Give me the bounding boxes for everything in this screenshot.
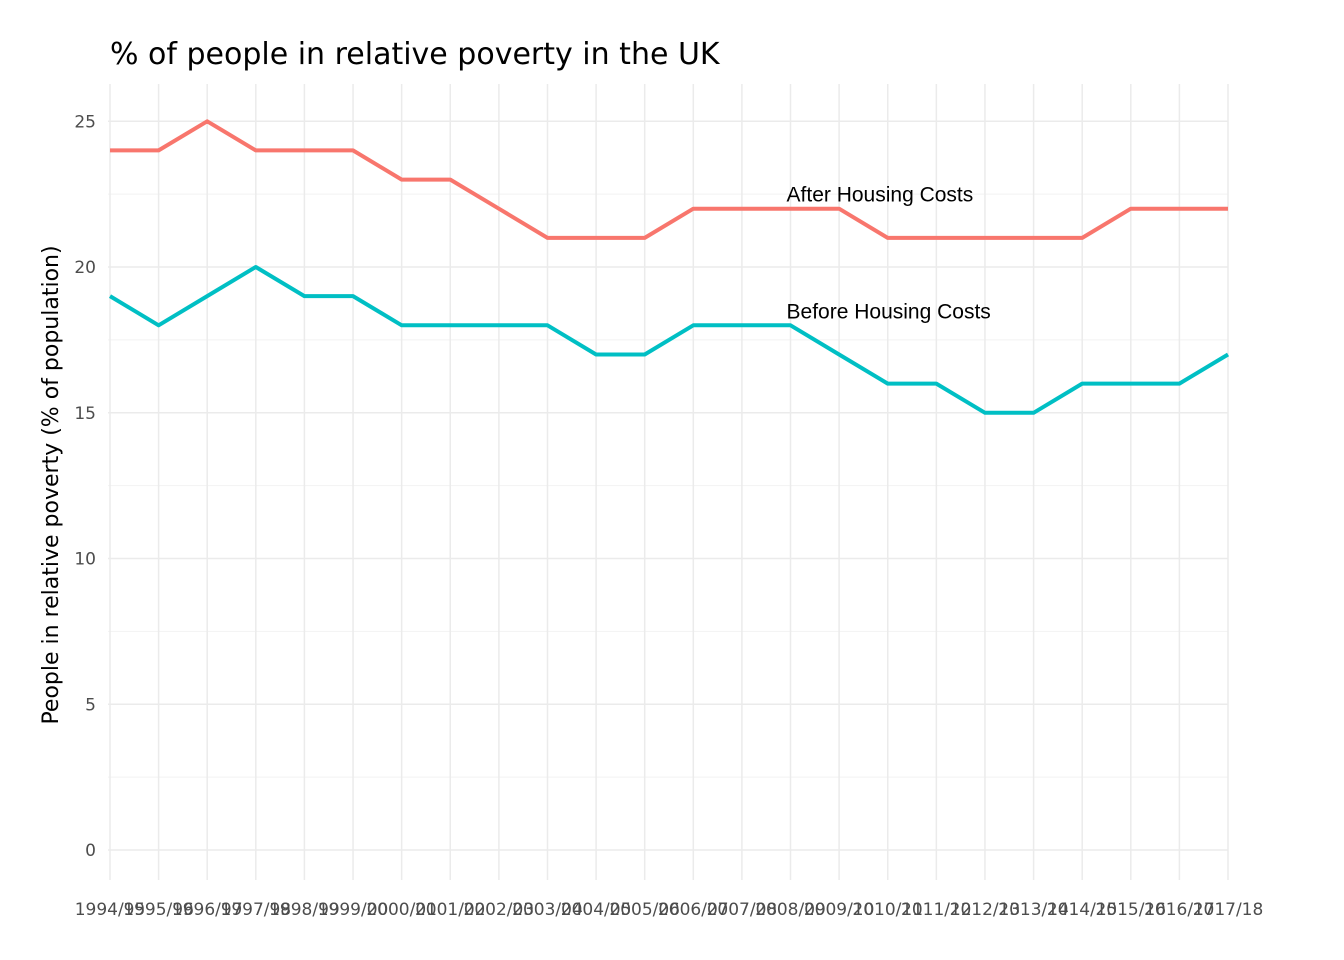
y-tick-label: 25 <box>74 112 96 132</box>
x-tick-label: 2014/15 <box>1047 900 1118 920</box>
x-tick-label: 2015/16 <box>1095 900 1166 920</box>
x-tick-label: 1997/98 <box>221 900 292 920</box>
x-tick-label: 2016/17 <box>1144 900 1215 920</box>
x-tick-label: 2000/01 <box>366 900 437 920</box>
x-tick-label: 2013/14 <box>998 900 1069 920</box>
series-line-after-housing-costs <box>110 119 1228 240</box>
y-tick-label: 10 <box>74 550 96 570</box>
chart-title: % of people in relative poverty in the U… <box>110 37 721 72</box>
y-tick-label: 0 <box>85 841 96 861</box>
x-tick-label: 2017/18 <box>1193 900 1264 920</box>
x-axis-tick-labels: 1994/951995/961996/971997/981998/991999/… <box>75 900 1264 920</box>
x-tick-label: 2005/06 <box>609 900 680 920</box>
x-tick-label: 2004/05 <box>561 900 632 920</box>
x-tick-label: 2012/13 <box>950 900 1021 920</box>
x-tick-label: 1995/96 <box>123 900 194 920</box>
y-tick-label: 20 <box>74 258 96 278</box>
x-tick-label: 2002/03 <box>464 900 535 920</box>
series-line-before-housing-costs <box>108 265 1230 415</box>
x-tick-label: 2003/04 <box>512 900 583 920</box>
x-tick-label: 2001/02 <box>415 900 486 920</box>
y-axis-tick-labels: 0 5 10 15 20 25 <box>74 112 96 861</box>
x-tick-label: 2010/11 <box>852 900 923 920</box>
series-annotations: After Housing Costs Before Housing Costs <box>787 184 991 324</box>
x-tick-label: 2007/08 <box>707 900 778 920</box>
x-tick-label: 2006/07 <box>658 900 729 920</box>
x-tick-label: 2008/09 <box>755 900 826 920</box>
series-annotation: After Housing Costs <box>787 184 974 207</box>
series-lines <box>108 119 1230 415</box>
x-tick-label: 1996/97 <box>172 900 243 920</box>
x-tick-label: 1994/95 <box>75 900 146 920</box>
major-gridlines <box>108 84 1229 880</box>
y-tick-label: 5 <box>85 695 96 715</box>
x-tick-label: 2009/10 <box>804 900 875 920</box>
plot-area: After Housing Costs Before Housing Costs <box>108 84 1230 880</box>
y-tick-label: 15 <box>74 404 96 424</box>
series-annotation: Before Housing Costs <box>787 300 991 323</box>
y-axis-title: People in relative poverty (% of populat… <box>39 245 64 724</box>
x-tick-label: 2011/12 <box>901 900 972 920</box>
x-tick-label: 1998/99 <box>269 900 340 920</box>
x-tick-label: 1999/00 <box>318 900 389 920</box>
minor-gridlines <box>108 193 1228 778</box>
